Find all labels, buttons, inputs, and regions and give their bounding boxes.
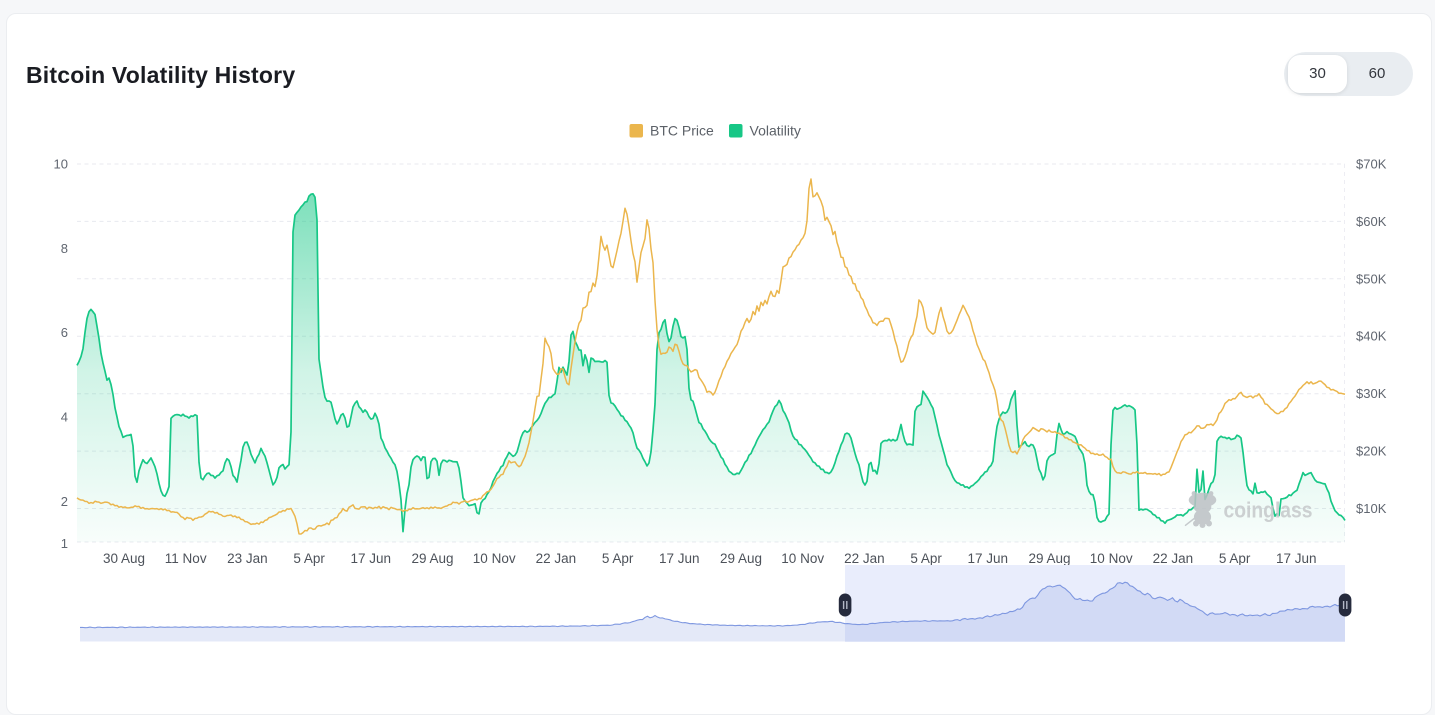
svg-text:5 Apr: 5 Apr <box>293 551 325 566</box>
svg-text:10 Nov: 10 Nov <box>781 551 824 566</box>
svg-text:$70K: $70K <box>1356 157 1387 172</box>
svg-text:6: 6 <box>61 325 68 340</box>
svg-text:$50K: $50K <box>1356 271 1387 286</box>
svg-text:29 Aug: 29 Aug <box>411 551 453 566</box>
svg-text:$10K: $10K <box>1356 501 1387 516</box>
svg-text:8: 8 <box>61 241 68 256</box>
svg-text:10 Nov: 10 Nov <box>473 551 516 566</box>
svg-text:Volatility: Volatility <box>750 123 801 139</box>
svg-text:22 Jan: 22 Jan <box>1153 551 1194 566</box>
svg-text:$30K: $30K <box>1356 386 1387 401</box>
svg-text:5 Apr: 5 Apr <box>602 551 634 566</box>
svg-text:4: 4 <box>61 410 68 425</box>
svg-text:10 Nov: 10 Nov <box>1090 551 1133 566</box>
svg-text:29 Aug: 29 Aug <box>720 551 762 566</box>
svg-text:10: 10 <box>54 157 68 172</box>
svg-text:29 Aug: 29 Aug <box>1028 551 1070 566</box>
svg-text:17 Jun: 17 Jun <box>659 551 700 566</box>
svg-text:5 Apr: 5 Apr <box>1219 551 1251 566</box>
svg-text:17 Jun: 17 Jun <box>351 551 392 566</box>
svg-text:22 Jan: 22 Jan <box>536 551 577 566</box>
svg-text:17 Jun: 17 Jun <box>968 551 1009 566</box>
svg-text:2: 2 <box>61 494 68 509</box>
svg-text:coinglass: coinglass <box>1224 498 1313 523</box>
svg-text:30 Aug: 30 Aug <box>103 551 145 566</box>
svg-text:5 Apr: 5 Apr <box>910 551 942 566</box>
svg-text:$20K: $20K <box>1356 444 1387 459</box>
svg-text:17 Jun: 17 Jun <box>1276 551 1317 566</box>
svg-text:BTC Price: BTC Price <box>650 123 714 139</box>
svg-text:23 Jan: 23 Jan <box>227 551 268 566</box>
svg-text:22 Jan: 22 Jan <box>844 551 885 566</box>
svg-text:$60K: $60K <box>1356 214 1387 229</box>
svg-text:11 Nov: 11 Nov <box>165 551 207 566</box>
svg-text:1: 1 <box>61 536 68 551</box>
svg-text:$40K: $40K <box>1356 329 1387 344</box>
